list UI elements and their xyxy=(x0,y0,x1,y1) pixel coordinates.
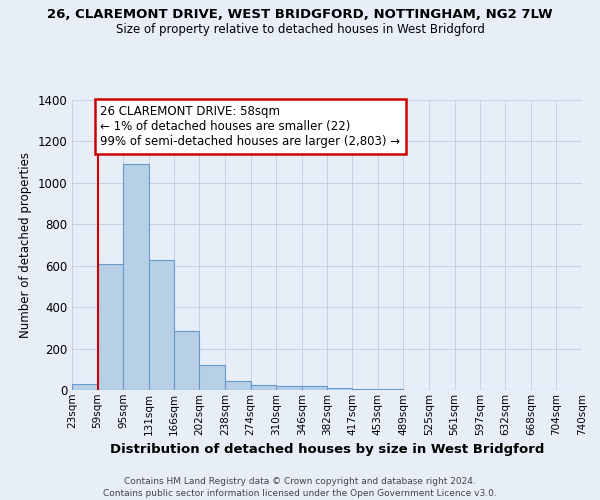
Text: Contains public sector information licensed under the Open Government Licence v3: Contains public sector information licen… xyxy=(103,489,497,498)
Bar xyxy=(302,386,328,390)
Bar xyxy=(98,264,123,390)
Bar xyxy=(199,365,225,390)
Text: 26, CLAREMONT DRIVE, WEST BRIDGFORD, NOTTINGHAM, NG2 7LW: 26, CLAREMONT DRIVE, WEST BRIDGFORD, NOT… xyxy=(47,8,553,20)
Bar xyxy=(72,384,98,390)
Text: Size of property relative to detached houses in West Bridgford: Size of property relative to detached ho… xyxy=(116,22,484,36)
Bar xyxy=(225,380,251,390)
Bar xyxy=(174,331,199,390)
Y-axis label: Number of detached properties: Number of detached properties xyxy=(19,152,32,338)
Bar xyxy=(276,386,302,390)
Bar xyxy=(352,389,378,390)
Text: 26 CLAREMONT DRIVE: 58sqm
← 1% of detached houses are smaller (22)
99% of semi-d: 26 CLAREMONT DRIVE: 58sqm ← 1% of detach… xyxy=(100,105,401,148)
Bar xyxy=(123,164,149,390)
Text: Contains HM Land Registry data © Crown copyright and database right 2024.: Contains HM Land Registry data © Crown c… xyxy=(124,478,476,486)
Bar xyxy=(328,388,352,390)
Bar xyxy=(149,260,174,390)
Bar xyxy=(251,385,276,390)
Text: Distribution of detached houses by size in West Bridgford: Distribution of detached houses by size … xyxy=(110,442,544,456)
